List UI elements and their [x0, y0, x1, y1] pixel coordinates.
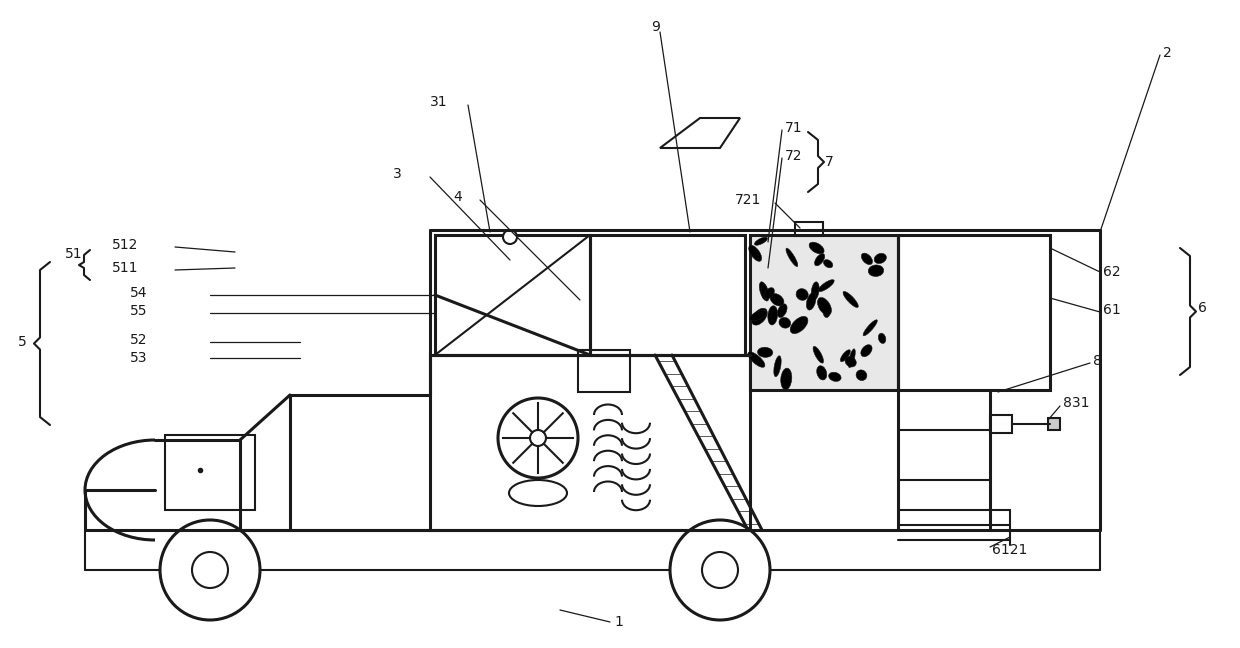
Ellipse shape: [796, 288, 808, 300]
Circle shape: [192, 552, 228, 588]
Text: 52: 52: [130, 333, 148, 347]
Ellipse shape: [749, 245, 761, 261]
Bar: [590, 235, 745, 355]
Text: 53: 53: [130, 351, 148, 365]
Bar: [795, 222, 823, 236]
Text: 72: 72: [785, 149, 802, 163]
Text: 7: 7: [825, 155, 833, 169]
Ellipse shape: [848, 349, 856, 367]
Text: 54: 54: [130, 286, 148, 300]
Ellipse shape: [777, 304, 787, 318]
Text: 4: 4: [453, 190, 461, 204]
Ellipse shape: [751, 308, 768, 325]
Text: 62: 62: [1104, 265, 1121, 279]
Text: 511: 511: [112, 261, 139, 275]
Ellipse shape: [828, 372, 841, 382]
Text: 721: 721: [735, 193, 761, 207]
Bar: [435, 235, 590, 355]
Circle shape: [503, 230, 517, 244]
Text: 1: 1: [614, 615, 622, 629]
Ellipse shape: [806, 293, 816, 310]
Bar: [430, 355, 750, 530]
Text: 831: 831: [1063, 396, 1090, 410]
Ellipse shape: [764, 288, 774, 299]
Text: 6121: 6121: [992, 543, 1028, 557]
Ellipse shape: [813, 346, 823, 363]
Text: 6: 6: [1198, 301, 1207, 315]
Text: 61: 61: [1104, 303, 1121, 317]
Bar: [1048, 418, 1060, 430]
Ellipse shape: [862, 253, 873, 264]
Ellipse shape: [844, 356, 857, 367]
Ellipse shape: [779, 318, 791, 328]
Text: 2: 2: [1163, 46, 1172, 60]
Ellipse shape: [868, 265, 884, 277]
Bar: [750, 235, 898, 390]
Ellipse shape: [815, 253, 825, 266]
Ellipse shape: [774, 356, 781, 376]
Ellipse shape: [768, 306, 777, 325]
Ellipse shape: [781, 368, 792, 390]
Ellipse shape: [754, 237, 768, 245]
Circle shape: [702, 552, 738, 588]
Text: 3: 3: [393, 167, 402, 181]
Text: 5: 5: [19, 335, 27, 349]
Ellipse shape: [861, 345, 872, 356]
Text: 8: 8: [1092, 354, 1102, 368]
Ellipse shape: [761, 284, 768, 299]
Ellipse shape: [808, 242, 825, 254]
Ellipse shape: [817, 297, 832, 315]
Ellipse shape: [790, 316, 808, 334]
Text: 512: 512: [112, 238, 139, 252]
Ellipse shape: [843, 292, 858, 307]
Text: 51: 51: [64, 247, 83, 261]
Bar: [165, 435, 255, 510]
Ellipse shape: [856, 370, 867, 380]
Ellipse shape: [874, 253, 887, 264]
Text: 71: 71: [785, 121, 802, 135]
Ellipse shape: [863, 319, 878, 336]
Ellipse shape: [817, 365, 827, 380]
Text: 9: 9: [651, 20, 660, 34]
Ellipse shape: [759, 282, 769, 301]
Ellipse shape: [758, 347, 773, 357]
Ellipse shape: [749, 310, 766, 321]
Ellipse shape: [878, 333, 885, 343]
Ellipse shape: [770, 294, 784, 306]
Bar: [990, 415, 1012, 433]
Ellipse shape: [811, 282, 820, 300]
Circle shape: [160, 520, 260, 620]
Ellipse shape: [823, 307, 830, 318]
Ellipse shape: [748, 352, 765, 367]
Ellipse shape: [786, 248, 797, 266]
Bar: [578, 350, 630, 392]
Ellipse shape: [823, 260, 833, 268]
Text: 31: 31: [430, 95, 448, 109]
Circle shape: [498, 398, 578, 478]
Ellipse shape: [818, 280, 835, 292]
Bar: [898, 235, 1050, 390]
Text: 55: 55: [130, 304, 148, 318]
Ellipse shape: [841, 350, 851, 362]
Ellipse shape: [508, 480, 567, 506]
Circle shape: [529, 430, 546, 446]
Circle shape: [670, 520, 770, 620]
